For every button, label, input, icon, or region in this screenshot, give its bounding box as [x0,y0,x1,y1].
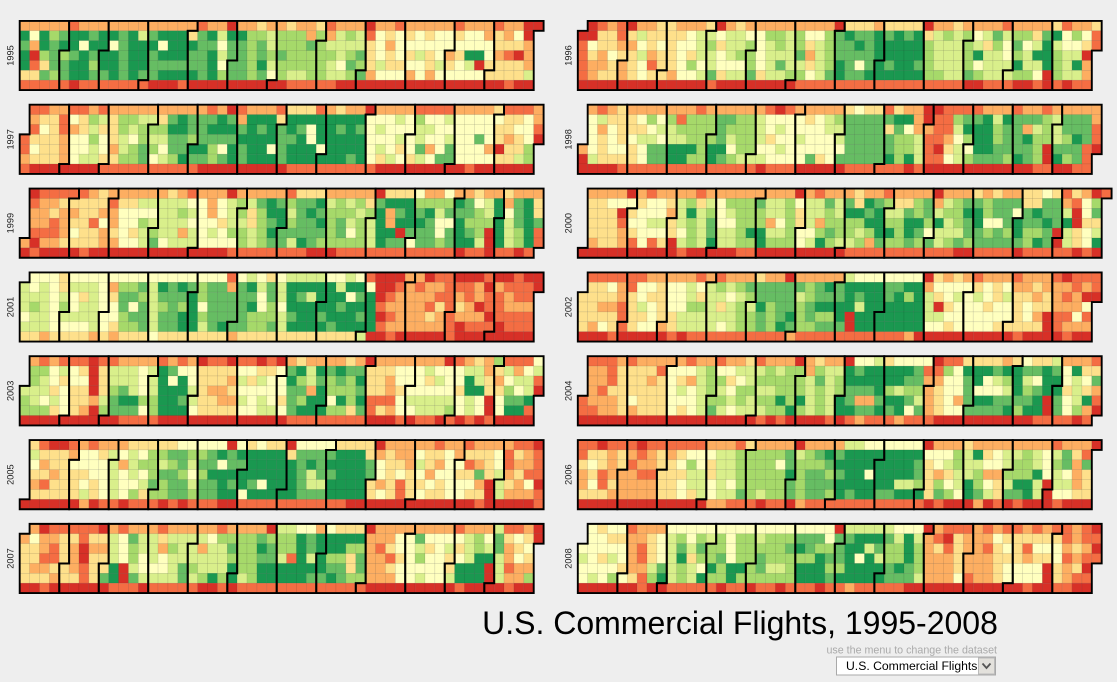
svg-text:2002: 2002 [564,297,574,317]
svg-text:2006: 2006 [564,464,574,484]
svg-text:2001: 2001 [6,297,16,317]
svg-text:1998: 1998 [564,129,574,149]
svg-text:2005: 2005 [6,464,16,484]
svg-text:1996: 1996 [564,45,574,65]
svg-text:2003: 2003 [5,381,15,401]
svg-text:2004: 2004 [564,381,574,401]
svg-text:2008: 2008 [564,548,574,568]
svg-text:2000: 2000 [564,213,574,233]
svg-text:2007: 2007 [6,548,16,568]
svg-text:1997: 1997 [6,129,16,149]
svg-text:1999: 1999 [6,213,16,233]
svg-text:1995: 1995 [5,45,15,65]
